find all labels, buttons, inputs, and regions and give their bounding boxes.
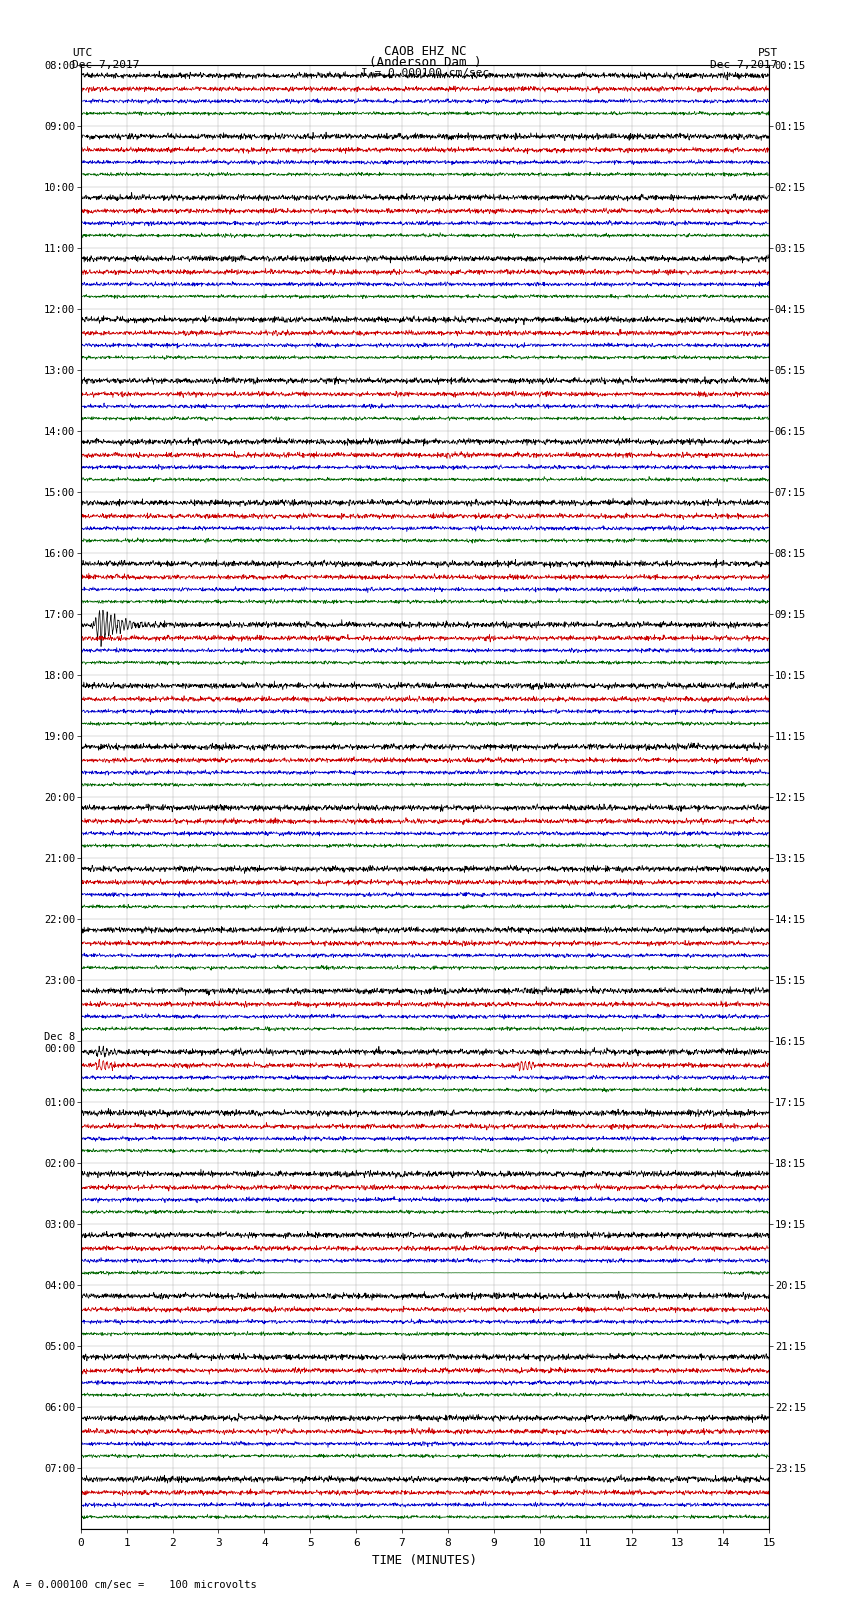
Text: Dec 7,2017: Dec 7,2017	[711, 60, 778, 69]
X-axis label: TIME (MINUTES): TIME (MINUTES)	[372, 1553, 478, 1566]
Text: A = 0.000100 cm/sec =    100 microvolts: A = 0.000100 cm/sec = 100 microvolts	[13, 1581, 257, 1590]
Text: CAOB EHZ NC: CAOB EHZ NC	[383, 45, 467, 58]
Text: (Anderson Dam ): (Anderson Dam )	[369, 56, 481, 69]
Text: Dec 7,2017: Dec 7,2017	[72, 60, 139, 69]
Text: UTC: UTC	[72, 48, 93, 58]
Text: PST: PST	[757, 48, 778, 58]
Text: I = 0.000100 cm/sec: I = 0.000100 cm/sec	[361, 68, 489, 77]
